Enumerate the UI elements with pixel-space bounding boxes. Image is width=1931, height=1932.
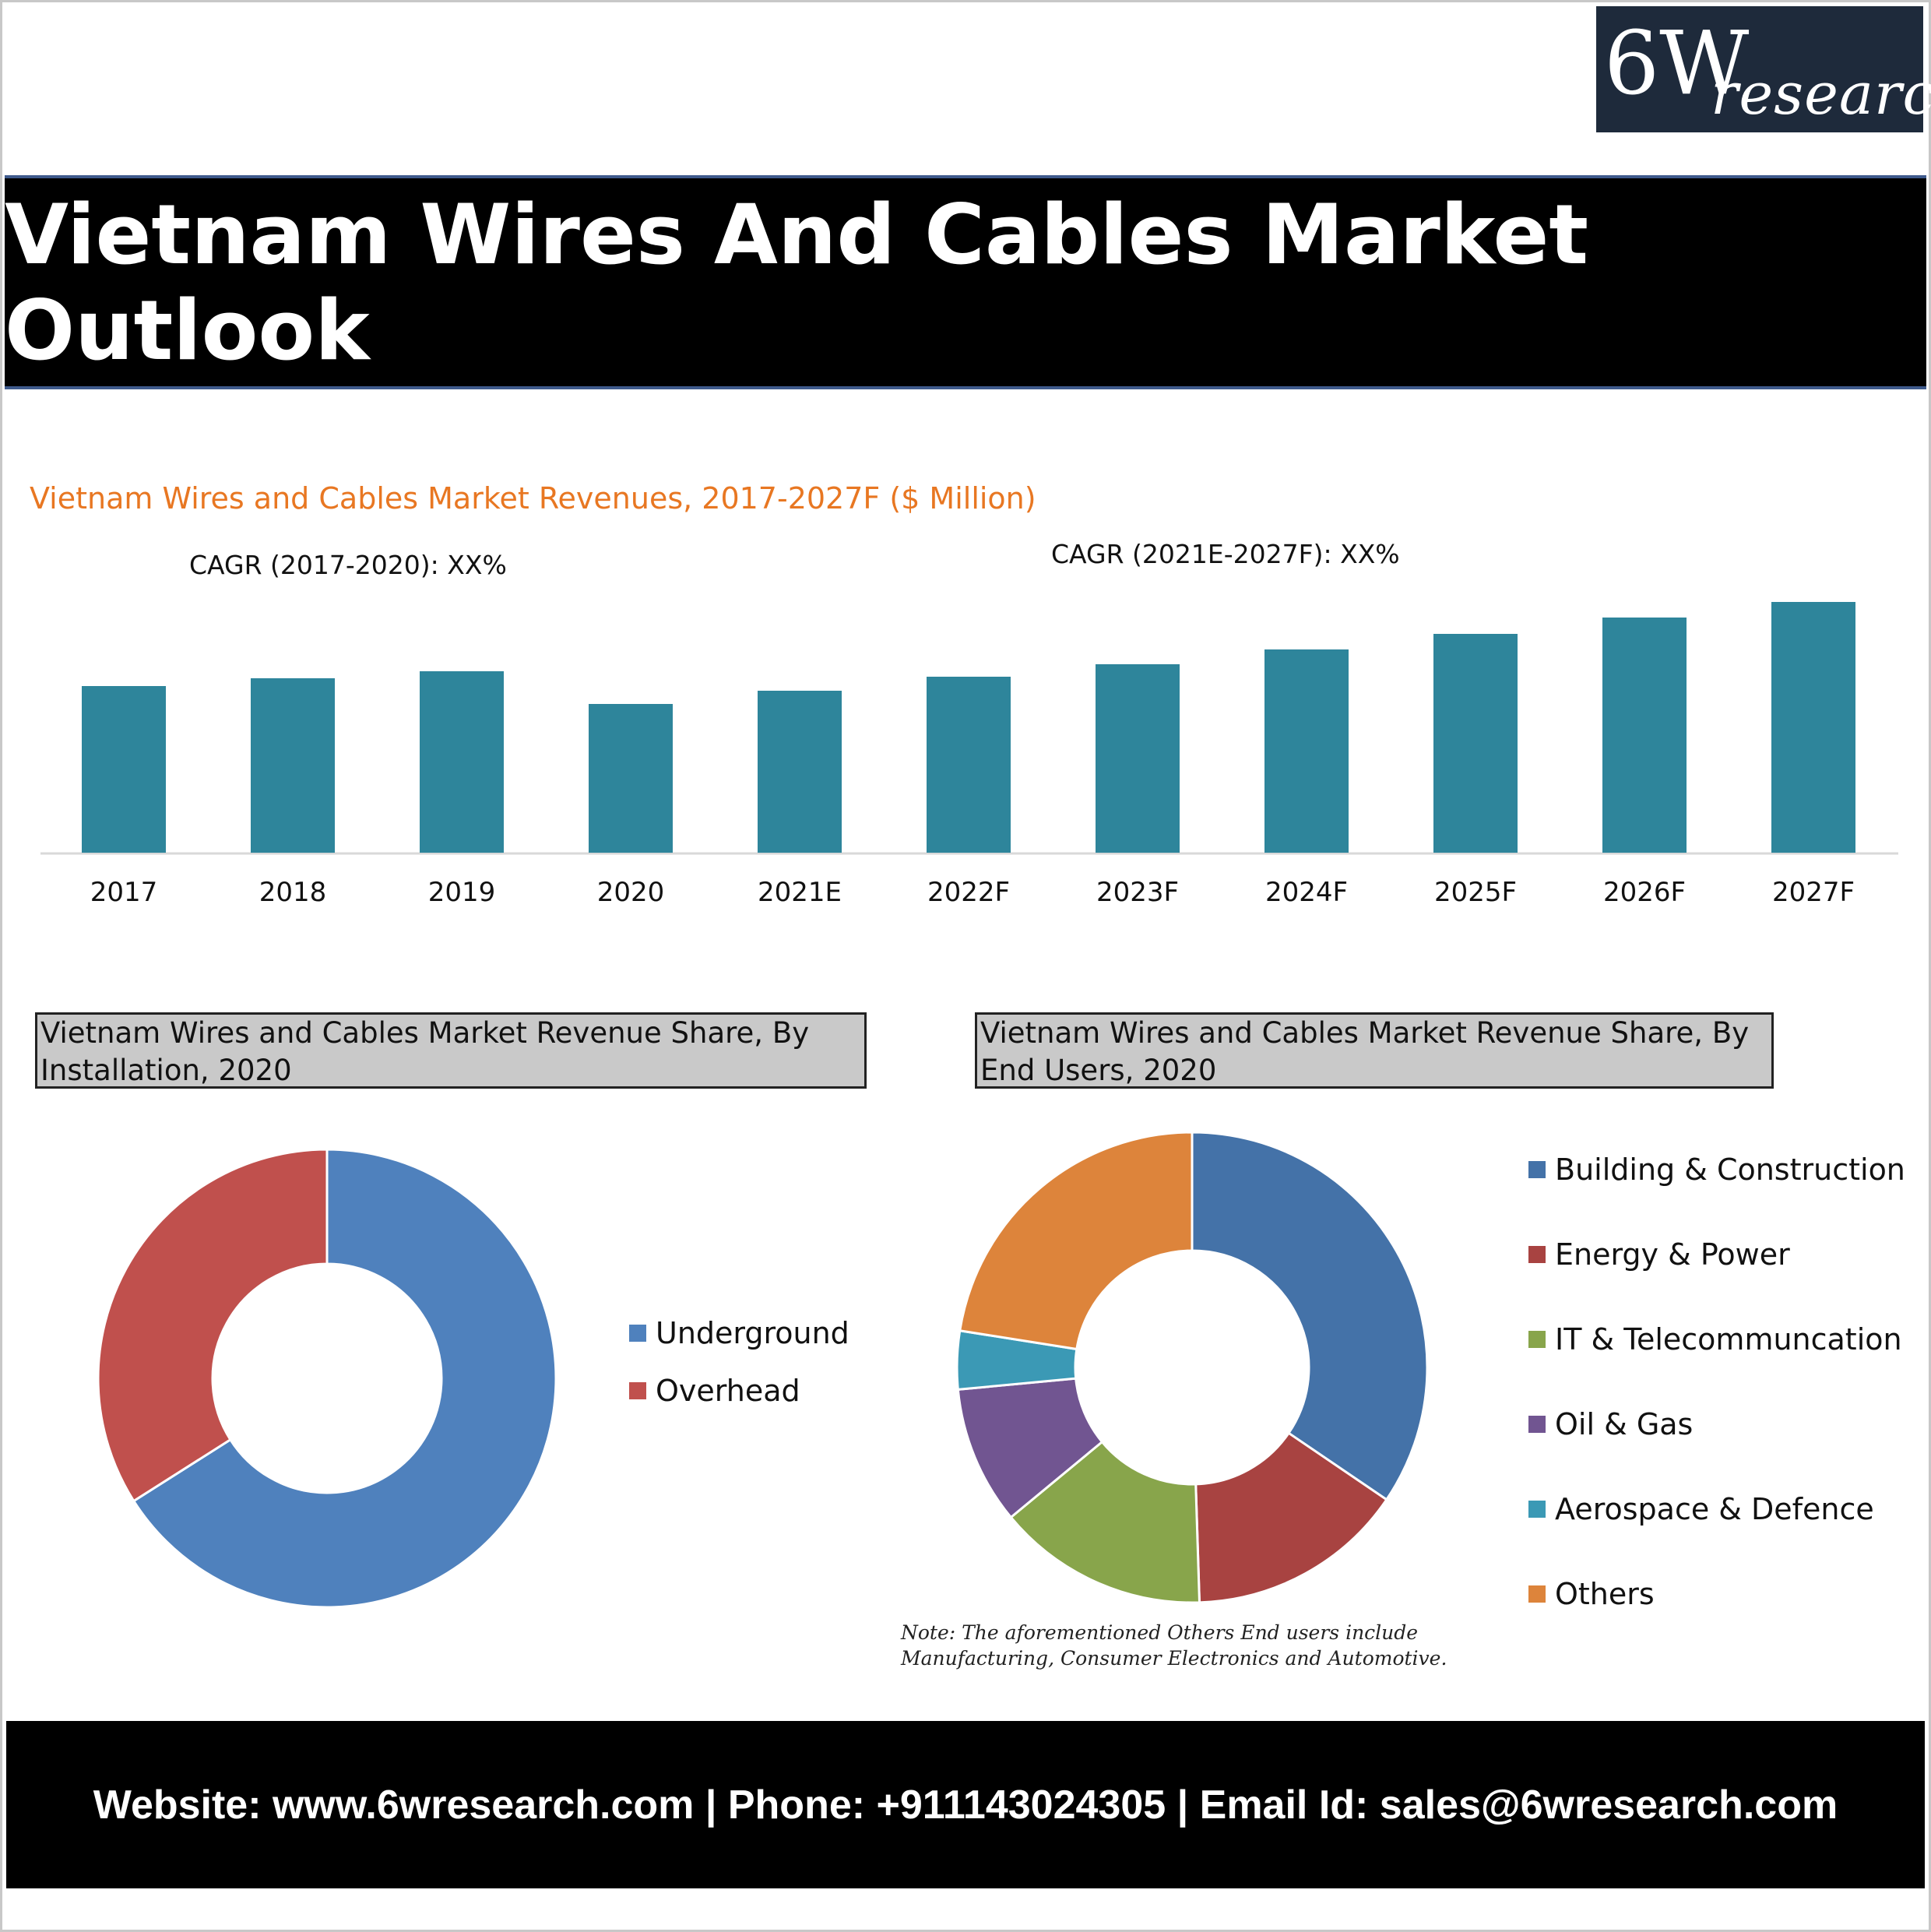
slice-overhead bbox=[97, 1148, 329, 1503]
slice-building-and-construction bbox=[1191, 1131, 1429, 1501]
x-tick-2018: 2018 bbox=[259, 877, 327, 908]
legend-label: Underground bbox=[656, 1316, 849, 1350]
x-tick-2021e: 2021E bbox=[758, 877, 842, 908]
legend-swatch bbox=[1528, 1161, 1546, 1178]
x-tick-2019: 2019 bbox=[428, 877, 496, 908]
legend-swatch bbox=[1528, 1585, 1546, 1603]
brand-logo: 6W research bbox=[1596, 6, 1931, 132]
legend-item-overhead: Overhead bbox=[629, 1374, 800, 1408]
bar-2027f bbox=[1771, 602, 1855, 853]
legend-label: Aerospace & Defence bbox=[1555, 1492, 1874, 1526]
revenue-bar-chart: 2017 2018 2019 2020 2021E 2022F 2023F 2024F 2025… bbox=[40, 602, 1898, 908]
x-tick-2023f: 2023F bbox=[1096, 877, 1179, 908]
title-banner: Vietnam Wires And Cables Market Outlook bbox=[5, 175, 1926, 389]
bar-2022f bbox=[927, 677, 1011, 853]
legend-item-others: Others bbox=[1528, 1577, 1655, 1611]
note-line-2: Manufacturing, Consumer Electronics and … bbox=[901, 1647, 1447, 1670]
legend-label: Oil & Gas bbox=[1555, 1407, 1694, 1441]
bar-2019 bbox=[420, 671, 504, 853]
legend-label: Energy & Power bbox=[1555, 1237, 1790, 1272]
bar-2020 bbox=[589, 704, 673, 853]
bar-chart-title: Vietnam Wires and Cables Market Revenues… bbox=[30, 481, 1036, 516]
bar-2017 bbox=[82, 686, 166, 853]
legend-item-aerospace-and-defence: Aerospace & Defence bbox=[1528, 1492, 1874, 1526]
legend-label: Overhead bbox=[656, 1374, 800, 1408]
legend-swatch bbox=[629, 1325, 646, 1342]
slice-underground bbox=[132, 1148, 557, 1609]
installation-share-title: Vietnam Wires and Cables Market Revenue … bbox=[35, 1012, 867, 1089]
x-tick-2026f: 2026F bbox=[1603, 877, 1686, 908]
x-tick-2025f: 2025F bbox=[1434, 877, 1517, 908]
x-tick-2020: 2020 bbox=[597, 877, 665, 908]
legend-swatch bbox=[1528, 1331, 1546, 1348]
legend-item-building-and-construction: Building & Construction bbox=[1528, 1153, 1905, 1187]
end-user-note: Note: The aforementioned Others End user… bbox=[901, 1620, 1447, 1671]
legend-label: IT & Telecommuncation bbox=[1555, 1322, 1902, 1357]
logo-sub-text: research bbox=[1711, 61, 1931, 128]
x-tick-2022f: 2022F bbox=[927, 877, 1010, 908]
legend-item-underground: Underground bbox=[629, 1316, 849, 1350]
bar-2021e bbox=[758, 691, 842, 853]
legend-swatch bbox=[1528, 1501, 1546, 1518]
slice-it-and-telecommuncation bbox=[1009, 1440, 1201, 1604]
logo-main-text: 6W bbox=[1604, 13, 1750, 114]
bar-2024f bbox=[1264, 649, 1349, 853]
end-user-donut-chart bbox=[955, 1131, 1429, 1604]
legend-label: Building & Construction bbox=[1555, 1153, 1905, 1187]
installation-donut-chart bbox=[97, 1148, 557, 1609]
legend-item-energy-and-power: Energy & Power bbox=[1528, 1237, 1790, 1272]
x-tick-2024f: 2024F bbox=[1265, 877, 1348, 908]
cagr-forecast-label: CAGR (2021E-2027F): XX% bbox=[1051, 539, 1400, 569]
bar-2025f bbox=[1433, 634, 1518, 853]
legend-item-oil-and-gas: Oil & Gas bbox=[1528, 1407, 1693, 1441]
legend-swatch bbox=[629, 1382, 646, 1399]
slice-others bbox=[958, 1131, 1194, 1351]
page-title: Vietnam Wires And Cables Market Outlook bbox=[5, 186, 1589, 378]
contact-info: Website: www.6wresearch.com | Phone: +91… bbox=[93, 1782, 1838, 1828]
legend-label: Others bbox=[1555, 1577, 1655, 1611]
x-tick-2017: 2017 bbox=[90, 877, 158, 908]
bar-2023f bbox=[1096, 664, 1180, 853]
legend-item-it-and-telecommuncation: IT & Telecommuncation bbox=[1528, 1322, 1902, 1357]
cagr-historic-label: CAGR (2017-2020): XX% bbox=[189, 550, 507, 580]
x-tick-2027f: 2027F bbox=[1772, 877, 1855, 908]
end-user-share-title: Vietnam Wires and Cables Market Revenue … bbox=[975, 1012, 1774, 1089]
legend-swatch bbox=[1528, 1246, 1546, 1263]
contact-footer: Website: www.6wresearch.com | Phone: +91… bbox=[6, 1721, 1925, 1888]
bar-2026f bbox=[1602, 618, 1687, 853]
note-line-1: Note: The aforementioned Others End user… bbox=[901, 1621, 1419, 1644]
slice-energy-and-power bbox=[1194, 1431, 1388, 1604]
bar-2018 bbox=[251, 678, 335, 853]
legend-swatch bbox=[1528, 1416, 1546, 1433]
